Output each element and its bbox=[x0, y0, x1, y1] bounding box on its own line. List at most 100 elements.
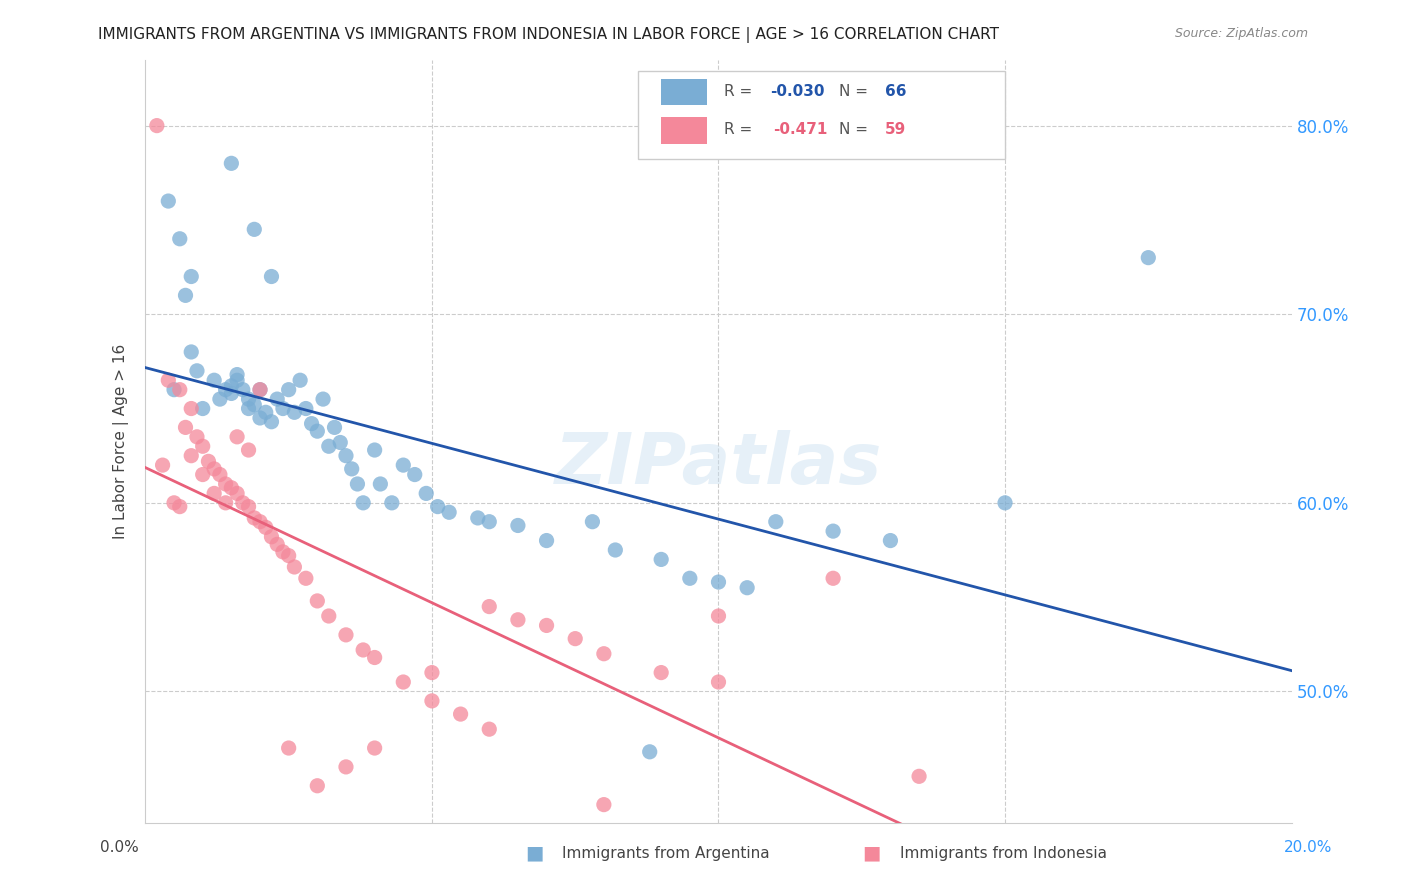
Immigrants from Argentina bbox=[208, 392, 231, 406]
Immigrants from Indonesia bbox=[277, 549, 299, 563]
Immigrants from Indonesia bbox=[249, 515, 271, 529]
Text: 0.0%: 0.0% bbox=[100, 840, 139, 855]
Immigrants from Indonesia bbox=[208, 467, 231, 482]
Immigrants from Indonesia bbox=[307, 779, 329, 793]
Immigrants from Indonesia bbox=[226, 486, 249, 500]
Text: -0.030: -0.030 bbox=[770, 84, 824, 99]
Immigrants from Indonesia bbox=[823, 571, 845, 585]
Immigrants from Indonesia bbox=[707, 609, 730, 624]
Immigrants from Argentina bbox=[157, 194, 180, 208]
Immigrants from Indonesia bbox=[146, 119, 169, 133]
Immigrants from Argentina bbox=[1137, 251, 1160, 265]
Immigrants from Indonesia bbox=[214, 496, 236, 510]
Immigrants from Indonesia bbox=[169, 383, 191, 397]
Immigrants from Indonesia bbox=[180, 401, 202, 416]
Immigrants from Argentina bbox=[169, 232, 191, 246]
Text: R =: R = bbox=[724, 122, 762, 137]
Immigrants from Indonesia bbox=[335, 760, 357, 774]
Immigrants from Argentina bbox=[581, 515, 603, 529]
Immigrants from Argentina bbox=[238, 401, 260, 416]
Immigrants from Argentina bbox=[650, 552, 672, 566]
Immigrants from Indonesia bbox=[650, 665, 672, 680]
Immigrants from Argentina bbox=[994, 496, 1017, 510]
Immigrants from Argentina bbox=[679, 571, 702, 585]
Immigrants from Indonesia bbox=[363, 741, 385, 756]
Immigrants from Indonesia bbox=[243, 511, 266, 525]
Immigrants from Indonesia bbox=[536, 618, 558, 632]
Immigrants from Argentina bbox=[191, 401, 214, 416]
Immigrants from Indonesia bbox=[392, 675, 415, 690]
Immigrants from Argentina bbox=[323, 420, 346, 434]
Immigrants from Indonesia bbox=[592, 647, 614, 661]
Immigrants from Argentina bbox=[765, 515, 787, 529]
Immigrants from Indonesia bbox=[506, 613, 529, 627]
Immigrants from Indonesia bbox=[450, 707, 472, 722]
Immigrants from Argentina bbox=[307, 424, 329, 438]
Bar bbox=[638, 71, 1005, 159]
Immigrants from Indonesia bbox=[307, 594, 329, 608]
Immigrants from Argentina bbox=[288, 373, 311, 387]
Immigrants from Indonesia bbox=[238, 443, 260, 458]
Text: Source: ZipAtlas.com: Source: ZipAtlas.com bbox=[1174, 27, 1308, 40]
Immigrants from Indonesia bbox=[420, 694, 443, 708]
Immigrants from Argentina bbox=[243, 222, 266, 236]
Immigrants from Argentina bbox=[392, 458, 415, 472]
Immigrants from Indonesia bbox=[271, 545, 294, 559]
Immigrants from Argentina bbox=[249, 411, 271, 425]
Immigrants from Argentina bbox=[605, 543, 627, 558]
Immigrants from Argentina bbox=[329, 435, 352, 450]
Text: -0.471: -0.471 bbox=[773, 122, 828, 137]
Immigrants from Argentina bbox=[381, 496, 404, 510]
Immigrants from Argentina bbox=[271, 401, 294, 416]
Bar bbox=[661, 117, 707, 144]
Immigrants from Argentina bbox=[415, 486, 437, 500]
Immigrants from Indonesia bbox=[352, 643, 374, 657]
Immigrants from Indonesia bbox=[335, 628, 357, 642]
Immigrants from Argentina bbox=[283, 405, 305, 419]
Y-axis label: In Labor Force | Age > 16: In Labor Force | Age > 16 bbox=[114, 344, 129, 539]
Immigrants from Indonesia bbox=[163, 496, 186, 510]
Immigrants from Argentina bbox=[214, 383, 236, 397]
Immigrants from Indonesia bbox=[169, 500, 191, 514]
Text: 20.0%: 20.0% bbox=[1284, 840, 1331, 855]
Immigrants from Argentina bbox=[370, 477, 392, 491]
Immigrants from Indonesia bbox=[254, 520, 277, 534]
Immigrants from Indonesia bbox=[191, 439, 214, 453]
Immigrants from Argentina bbox=[180, 269, 202, 284]
Immigrants from Indonesia bbox=[157, 373, 180, 387]
Immigrants from Indonesia bbox=[707, 675, 730, 690]
Immigrants from Argentina bbox=[312, 392, 335, 406]
Immigrants from Indonesia bbox=[152, 458, 174, 472]
Immigrants from Argentina bbox=[318, 439, 340, 453]
Immigrants from Argentina bbox=[243, 398, 266, 412]
Immigrants from Argentina bbox=[254, 405, 277, 419]
Immigrants from Argentina bbox=[186, 364, 208, 378]
Immigrants from Indonesia bbox=[318, 609, 340, 624]
Immigrants from Argentina bbox=[226, 373, 249, 387]
Immigrants from Argentina bbox=[163, 383, 186, 397]
Text: ■: ■ bbox=[862, 843, 882, 862]
Immigrants from Indonesia bbox=[214, 477, 236, 491]
Immigrants from Argentina bbox=[180, 345, 202, 359]
Immigrants from Indonesia bbox=[202, 486, 225, 500]
Immigrants from Indonesia bbox=[592, 797, 614, 812]
Immigrants from Argentina bbox=[346, 477, 368, 491]
Immigrants from Argentina bbox=[174, 288, 197, 302]
Immigrants from Argentina bbox=[260, 415, 283, 429]
Immigrants from Indonesia bbox=[478, 722, 501, 736]
Immigrants from Argentina bbox=[426, 500, 449, 514]
Immigrants from Indonesia bbox=[186, 430, 208, 444]
Immigrants from Indonesia bbox=[226, 430, 249, 444]
Immigrants from Indonesia bbox=[191, 467, 214, 482]
Immigrants from Argentina bbox=[467, 511, 489, 525]
Immigrants from Indonesia bbox=[202, 462, 225, 476]
Text: ■: ■ bbox=[524, 843, 544, 862]
Text: 66: 66 bbox=[884, 84, 907, 99]
Text: R =: R = bbox=[724, 84, 758, 99]
Immigrants from Argentina bbox=[363, 443, 385, 458]
Immigrants from Argentina bbox=[249, 383, 271, 397]
Text: Immigrants from Indonesia: Immigrants from Indonesia bbox=[900, 847, 1107, 861]
Immigrants from Indonesia bbox=[174, 420, 197, 434]
Immigrants from Argentina bbox=[823, 524, 845, 538]
Immigrants from Indonesia bbox=[295, 571, 318, 585]
